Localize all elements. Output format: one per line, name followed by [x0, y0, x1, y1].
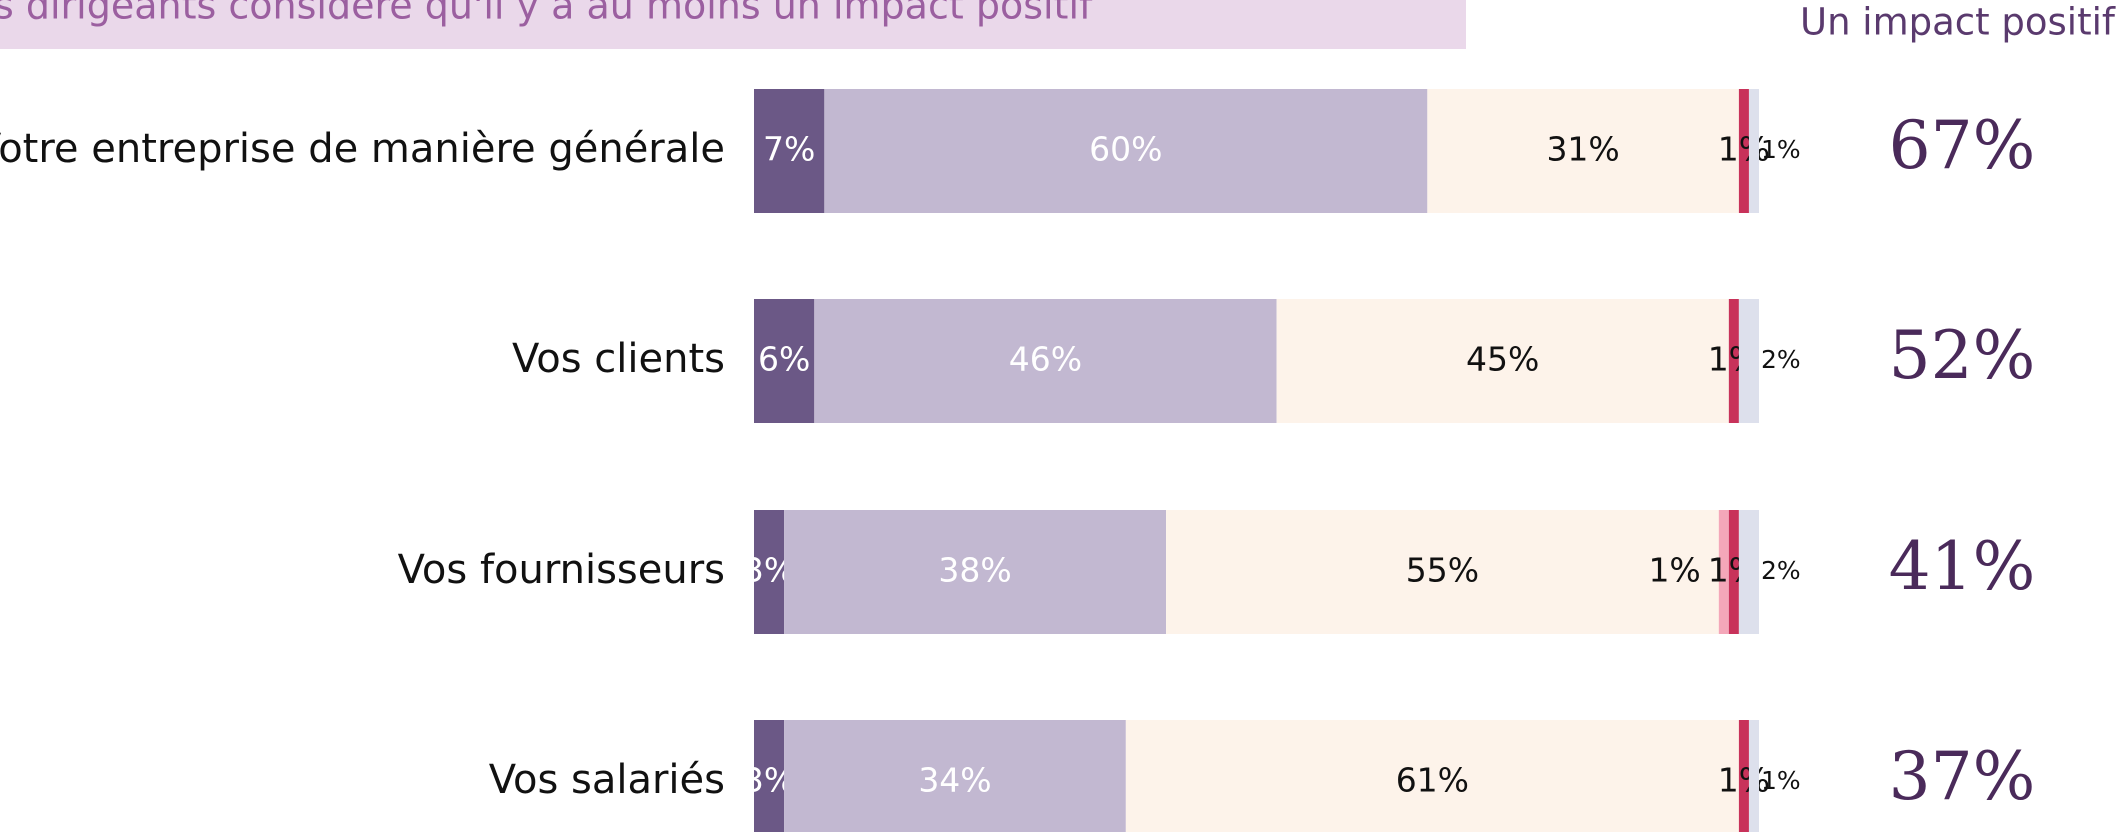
impact-value: 67%: [1889, 107, 2036, 184]
value-label: 38%: [938, 551, 1011, 590]
value-label: 1%: [1648, 551, 1700, 590]
bar-segment: [1748, 89, 1759, 213]
value-label: 2%: [1761, 345, 1801, 374]
title-band: [0, 0, 1466, 49]
bar-segment: [824, 89, 1428, 213]
bar-segment: [784, 720, 1126, 832]
bar-segment: [754, 89, 825, 213]
category-label: Votre entreprise de manière générale: [0, 126, 725, 172]
impact-title: Un impact positif: [1800, 1, 2116, 44]
value-label: 1%: [1718, 130, 1770, 169]
bar-segment: [1748, 720, 1759, 832]
value-label: 45%: [1466, 340, 1539, 379]
bar-segment: [1728, 299, 1739, 423]
bar-segment: [1728, 510, 1739, 634]
impact-value: 41%: [1889, 528, 2036, 605]
value-label: 6%: [758, 340, 810, 379]
value-label: 1%: [1761, 766, 1801, 795]
value-label: 2%: [1761, 556, 1801, 585]
value-label: 60%: [1089, 130, 1162, 169]
bar-segment: [1738, 299, 1759, 423]
bar-segment: [1125, 720, 1739, 832]
value-label: 7%: [763, 130, 815, 169]
category-label: Vos fournisseurs: [398, 547, 725, 593]
bar-segment: [1427, 89, 1739, 213]
bar-segment: [1276, 299, 1729, 423]
value-label: 55%: [1406, 551, 1479, 590]
value-label: 61%: [1396, 761, 1469, 800]
bar-segment: [814, 299, 1277, 423]
bar-segment: [1738, 510, 1759, 634]
bar-segment: [1738, 720, 1749, 832]
value-label: 34%: [918, 761, 991, 800]
value-label: 1%: [1718, 761, 1770, 800]
impact-value: 37%: [1889, 738, 2036, 815]
value-label: 31%: [1546, 130, 1619, 169]
bar-segment: [1718, 510, 1729, 634]
bar-segment: [754, 299, 815, 423]
category-label: Vos salariés: [489, 757, 725, 803]
bar-segment: [1166, 510, 1719, 634]
value-label: 46%: [1009, 340, 1082, 379]
chart-title: s dirigeants considère qu'il y a au moin…: [0, 0, 1094, 28]
bar-segment: [784, 510, 1167, 634]
impact-value: 52%: [1889, 317, 2036, 394]
category-label: Vos clients: [512, 336, 725, 382]
bar-segment: [754, 720, 785, 832]
bar-segment: [754, 510, 785, 634]
bar-segment: [1738, 89, 1749, 213]
value-label: 1%: [1761, 135, 1801, 164]
